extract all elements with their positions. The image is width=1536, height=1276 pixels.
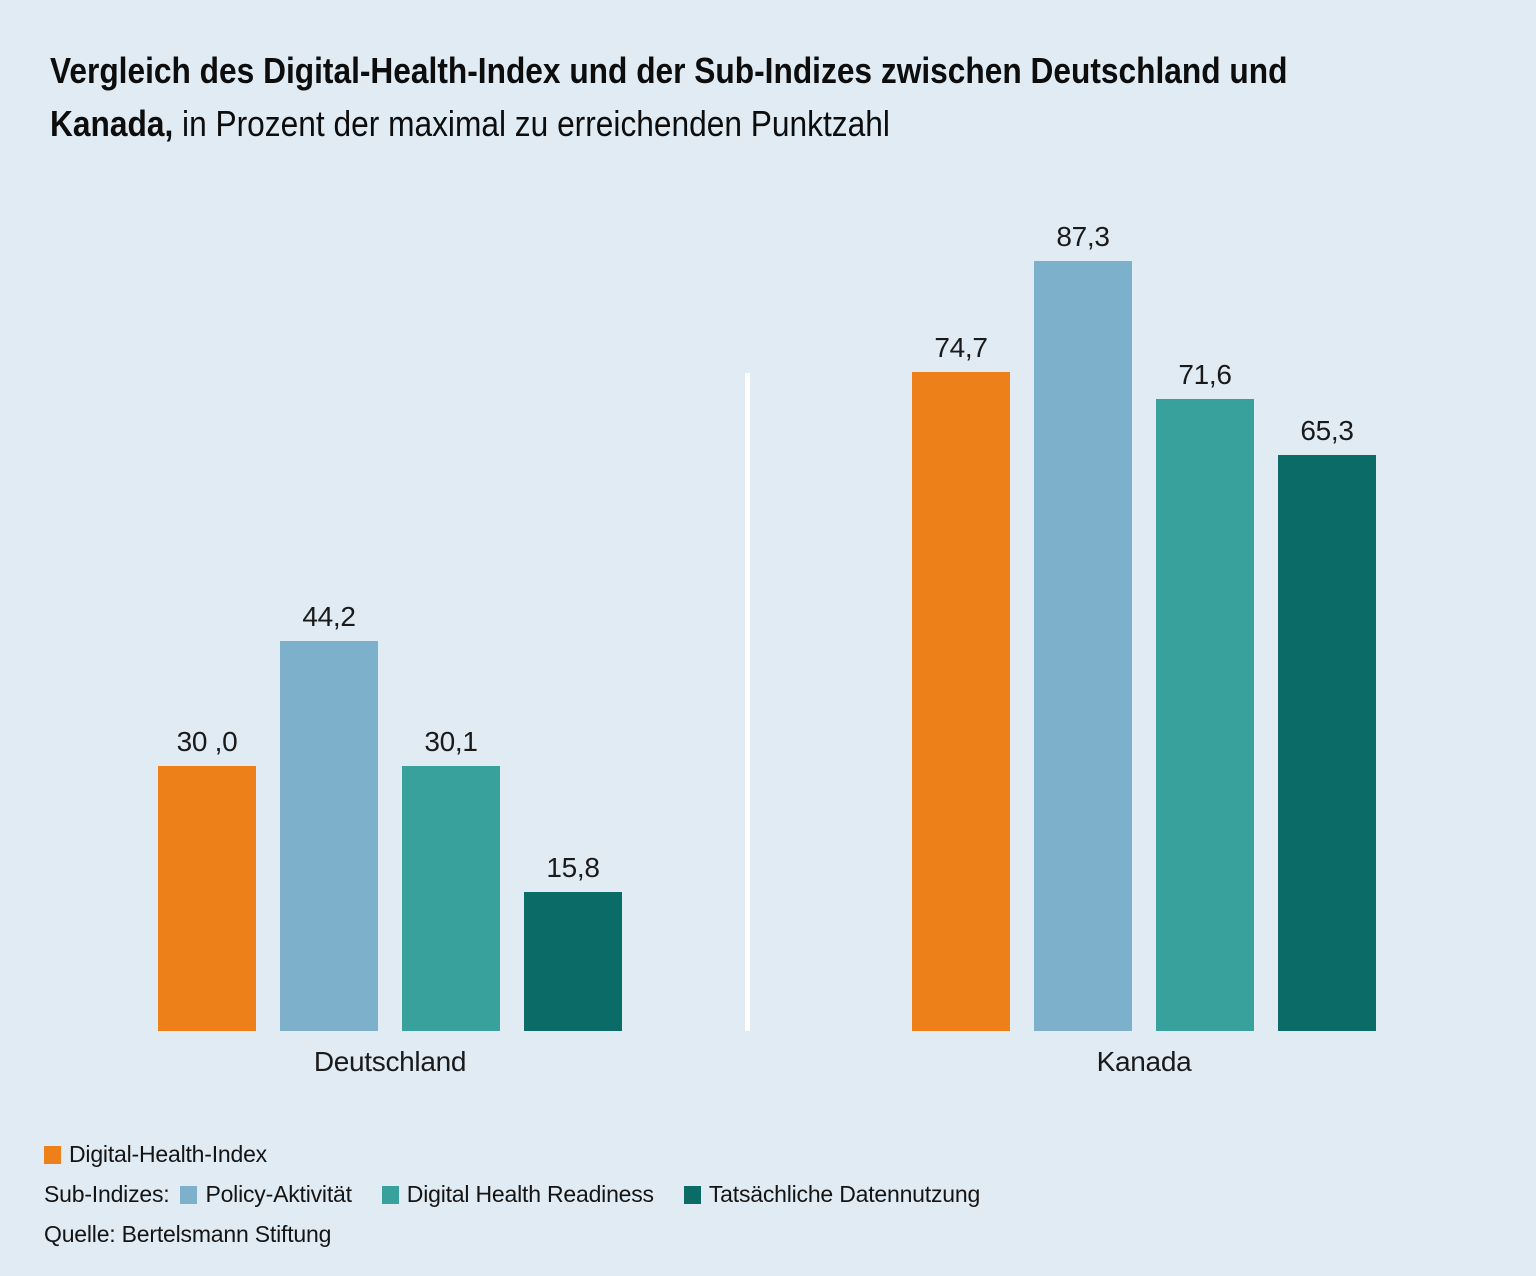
bar-column: 74,7 [912,201,1010,1031]
axis-label-deutschland: Deutschland [313,1046,467,1077]
bar-value-label: 65,3 [1300,415,1354,446]
bar-kanada-digital-health-readiness [1156,399,1254,1031]
chart-title-line2: Kanada, in Prozent der maximal zu erreic… [50,97,1287,150]
bar-kanada-tats-chliche-datennutzung [1278,455,1376,1031]
legend-label: Policy-Aktivität [205,1181,352,1207]
source-text: Quelle: Bertelsmann Stiftung [44,1221,332,1247]
legend-row-index: Digital-Health-Index [44,1141,1010,1168]
bar-value-label: 74,7 [934,332,988,363]
legend-swatch [180,1185,198,1204]
bar-column: 15,8 [524,201,622,1031]
bar-group-kanada: 74,7 87,3 71,6 65,3 [912,201,1376,1031]
legend-item: Tatsächliche Datennutzung [683,1181,981,1208]
bar-value-label: 15,8 [546,852,600,883]
bar-group-deutschland: 30 ,0 44,2 30,1 15,8 [158,201,622,1031]
chart-title: Vergleich des Digital-Health-Index und d… [50,44,1287,150]
bar-value-label: 30 ,0 [176,726,238,757]
bar-value-label: 87,3 [1056,221,1110,252]
legend-row-subindizes: Sub-Indizes: Policy-Aktivität Digital Hea… [44,1181,1010,1208]
group-divider-line [745,373,750,1031]
legend-swatch [381,1185,399,1204]
legend-item: Digital Health Readiness [381,1181,654,1208]
legend-label: Digital Health Readiness [406,1181,654,1207]
bar-value-label: 71,6 [1178,359,1232,390]
legend-subindizes-prefix: Sub-Indizes: [44,1181,170,1207]
bar-column: 65,3 [1278,201,1376,1031]
bar-deutschland-policy-aktivit-t [280,641,378,1031]
bar-column: 87,3 [1034,201,1132,1031]
title-bold-part: Vergleich des Digital-Health-Index und d… [50,50,1288,91]
bar-column: 30,1 [402,201,500,1031]
bar-kanada-digital-health-index [912,372,1010,1031]
source-row: Quelle: Bertelsmann Stiftung [44,1221,1010,1248]
bar-deutschland-digital-health-readiness [402,766,500,1031]
bar-column: 71,6 [1156,201,1254,1031]
legend-label-digital-health-index: Digital-Health-Index [69,1141,267,1167]
title-regular-part: in Prozent der maximal zu erreichenden P… [173,103,890,144]
legend-swatch-digital-health-index [44,1145,61,1164]
legend-item: Policy-Aktivität [180,1181,352,1208]
bar-column: 30 ,0 [158,201,256,1031]
bar-deutschland-digital-health-index [158,766,256,1031]
legend: Digital-Health-Index Sub-Indizes: Policy… [44,1141,1010,1261]
chart-title-line1: Vergleich des Digital-Health-Index und d… [50,44,1287,97]
bar-kanada-policy-aktivit-t [1034,261,1132,1031]
legend-swatch [683,1185,701,1204]
bar-deutschland-tats-chliche-datennutzung [524,892,622,1031]
legend-label: Tatsächliche Datennutzung [708,1181,981,1207]
title-bold-part2: Kanada, [50,103,174,144]
bar-column: 44,2 [280,201,378,1031]
bar-value-label: 44,2 [302,601,356,632]
bar-value-label: 30,1 [424,726,478,757]
axis-label-kanada: Kanada [1096,1046,1192,1077]
